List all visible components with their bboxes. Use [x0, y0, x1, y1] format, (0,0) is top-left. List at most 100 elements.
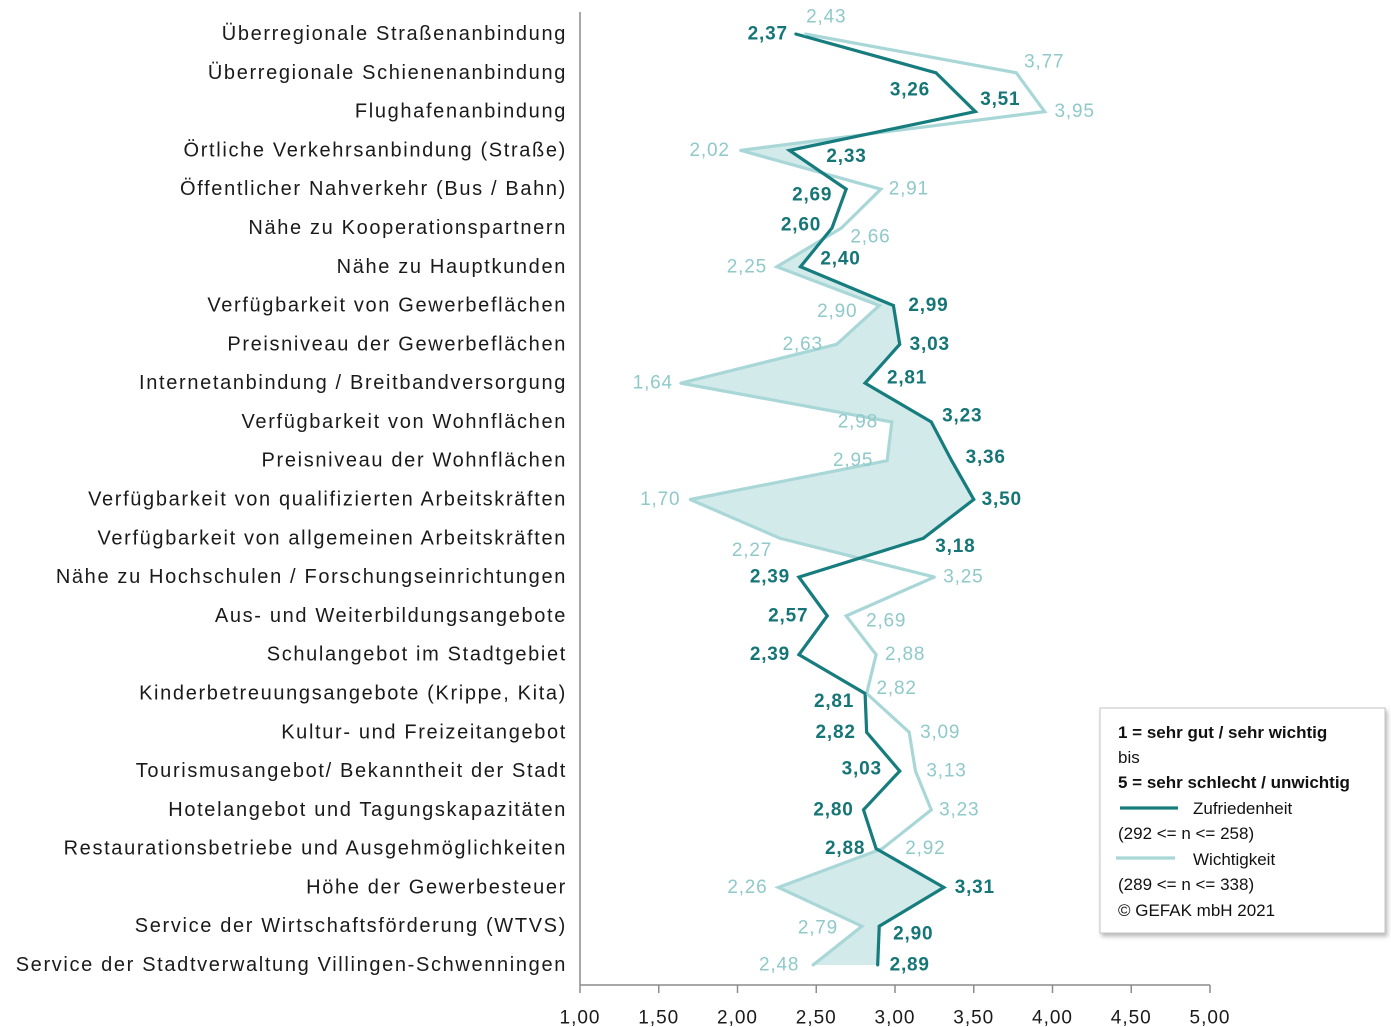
data-point-zufriedenheit	[797, 575, 801, 579]
data-point-zufriedenheit	[972, 498, 976, 501]
data-point-zufriedenheit	[929, 420, 933, 424]
category-label: Kultur- und Freizeitangebot	[281, 721, 567, 743]
data-point-wichtigkeit	[679, 381, 683, 385]
x-tick-label: 3,00	[875, 1008, 916, 1027]
data-point-zufriedenheit	[898, 342, 902, 346]
data-point-zufriedenheit	[973, 110, 977, 114]
category-label: Service der Stadtverwaltung Villingen-Sc…	[16, 954, 567, 976]
data-label-wichtigkeit: 2,26	[727, 877, 767, 898]
data-label-wichtigkeit: 2,48	[759, 955, 799, 976]
data-label-zufriedenheit: 2,88	[825, 838, 865, 859]
data-label-wichtigkeit: 2,92	[905, 838, 945, 859]
x-tick-label: 1,00	[560, 1008, 601, 1027]
data-label-zufriedenheit: 2,57	[768, 605, 808, 626]
legend-label-wichtigkeit: Wichtigkeit	[1193, 850, 1275, 869]
data-label-wichtigkeit: 2,82	[877, 678, 917, 699]
data-point-wichtigkeit	[1014, 71, 1018, 75]
data-point-wichtigkeit	[879, 187, 883, 191]
data-label-zufriedenheit: 2,69	[792, 185, 832, 206]
data-point-zufriedenheit	[898, 769, 902, 773]
category-label: Verfügbarkeit von allgemeinen Arbeitskrä…	[97, 527, 567, 549]
x-tick-label: 2,00	[717, 1008, 758, 1027]
value-labels: 2,43 3,77 3,95 2,02 2,91 2,66 2,25 2,90 2,63 1,64…	[633, 7, 1095, 976]
data-label-wichtigkeit: 3,95	[1055, 101, 1095, 122]
data-point-zufriedenheit	[863, 691, 867, 695]
series-lines	[679, 32, 1048, 967]
data-label-zufriedenheit: 2,37	[748, 24, 788, 45]
data-label-wichtigkeit: 3,23	[939, 799, 979, 820]
data-label-zufriedenheit: 3,26	[890, 79, 930, 100]
legend-note-wichtigkeit: (289 <= n <= 338)	[1118, 875, 1254, 894]
category-label: Service der Wirtschaftsförderung (WTVS)	[135, 915, 567, 937]
data-point-zufriedenheit	[874, 847, 878, 851]
data-label-zufriedenheit: 2,60	[781, 214, 821, 235]
data-label-zufriedenheit: 3,18	[935, 536, 975, 557]
data-point-zufriedenheit	[799, 265, 802, 269]
legend-copyright: © GEFAK mbH 2021	[1118, 901, 1275, 920]
category-label: Verfügbarkeit von Wohnflächen	[242, 411, 567, 433]
data-label-zufriedenheit: 3,31	[955, 877, 995, 898]
data-label-zufriedenheit: 2,82	[816, 722, 856, 743]
data-label-zufriedenheit: 2,81	[814, 691, 854, 712]
data-label-zufriedenheit: 2,81	[887, 368, 927, 389]
data-point-zufriedenheit	[797, 653, 801, 657]
data-point-wichtigkeit	[885, 459, 889, 463]
data-point-zufriedenheit	[787, 148, 791, 152]
data-point-wichtigkeit	[907, 730, 911, 734]
data-label-zufriedenheit: 2,40	[820, 248, 860, 269]
data-point-zufriedenheit	[863, 381, 867, 385]
data-point-wichtigkeit	[844, 614, 848, 618]
category-label: Aus- und Weiterbildungsangebote	[215, 605, 567, 627]
data-label-wichtigkeit: 2,69	[866, 610, 906, 631]
category-label: Höhe der Gewerbesteuer	[306, 876, 567, 898]
legend: 1 = sehr gut / sehr wichtig bis 5 = sehr…	[1099, 707, 1386, 934]
data-point-zufriedenheit	[950, 459, 954, 463]
data-label-wichtigkeit: 2,25	[727, 256, 767, 277]
data-point-zufriedenheit	[891, 304, 895, 308]
data-label-wichtigkeit: 2,95	[833, 450, 873, 471]
legend-box	[1099, 707, 1386, 934]
legend-note-zufriedenheit: (292 <= n <= 258)	[1118, 824, 1254, 843]
data-point-zufriedenheit	[865, 730, 869, 734]
data-label-zufriedenheit: 3,51	[980, 89, 1020, 110]
data-point-wichtigkeit	[877, 304, 881, 308]
data-point-wichtigkeit	[739, 148, 743, 152]
data-label-wichtigkeit: 2,88	[885, 644, 925, 665]
data-label-wichtigkeit: 2,90	[817, 301, 857, 322]
data-label-wichtigkeit: 2,98	[838, 411, 878, 432]
data-point-wichtigkeit	[860, 924, 864, 928]
data-point-zufriedenheit	[844, 187, 848, 191]
data-point-wichtigkeit	[913, 769, 917, 773]
data-label-zufriedenheit: 2,90	[893, 924, 933, 945]
data-label-wichtigkeit: 3,09	[920, 722, 960, 743]
data-label-wichtigkeit: 2,66	[850, 226, 890, 247]
data-point-zufriedenheit	[877, 924, 881, 928]
category-label: Nähe zu Hochschulen / Forschungseinricht…	[56, 566, 567, 588]
data-point-wichtigkeit	[874, 653, 878, 657]
x-tick-label: 2,50	[796, 1008, 837, 1027]
gap-area-layer	[680, 34, 976, 965]
data-label-wichtigkeit: 3,25	[943, 567, 983, 588]
data-point-zufriedenheit	[794, 32, 798, 36]
x-tick-label: 3,50	[953, 1008, 994, 1027]
data-label-wichtigkeit: 2,79	[798, 918, 838, 939]
data-label-wichtigkeit: 2,63	[783, 334, 823, 355]
data-label-zufriedenheit: 3,03	[842, 759, 882, 780]
data-label-zufriedenheit: 2,99	[908, 295, 948, 316]
category-label: Preisniveau der Gewerbeflächen	[227, 333, 567, 355]
data-point-zufriedenheit	[934, 71, 938, 75]
data-label-zufriedenheit: 2,39	[750, 567, 790, 588]
data-point-wichtigkeit	[839, 226, 843, 230]
data-label-zufriedenheit: 3,50	[982, 489, 1022, 510]
data-point-wichtigkeit	[890, 420, 894, 424]
category-label: Schulangebot im Stadtgebiet	[267, 644, 567, 666]
data-label-zufriedenheit: 3,36	[966, 447, 1006, 468]
data-label-wichtigkeit: 2,43	[806, 7, 846, 28]
data-point-zufriedenheit	[876, 963, 880, 967]
data-label-zufriedenheit: 2,33	[826, 146, 866, 167]
data-label-wichtigkeit: 3,77	[1024, 51, 1064, 72]
data-label-zufriedenheit: 3,23	[942, 405, 982, 426]
x-tick-label: 1,50	[638, 1008, 679, 1027]
x-tick-label: 4,00	[1032, 1008, 1073, 1027]
